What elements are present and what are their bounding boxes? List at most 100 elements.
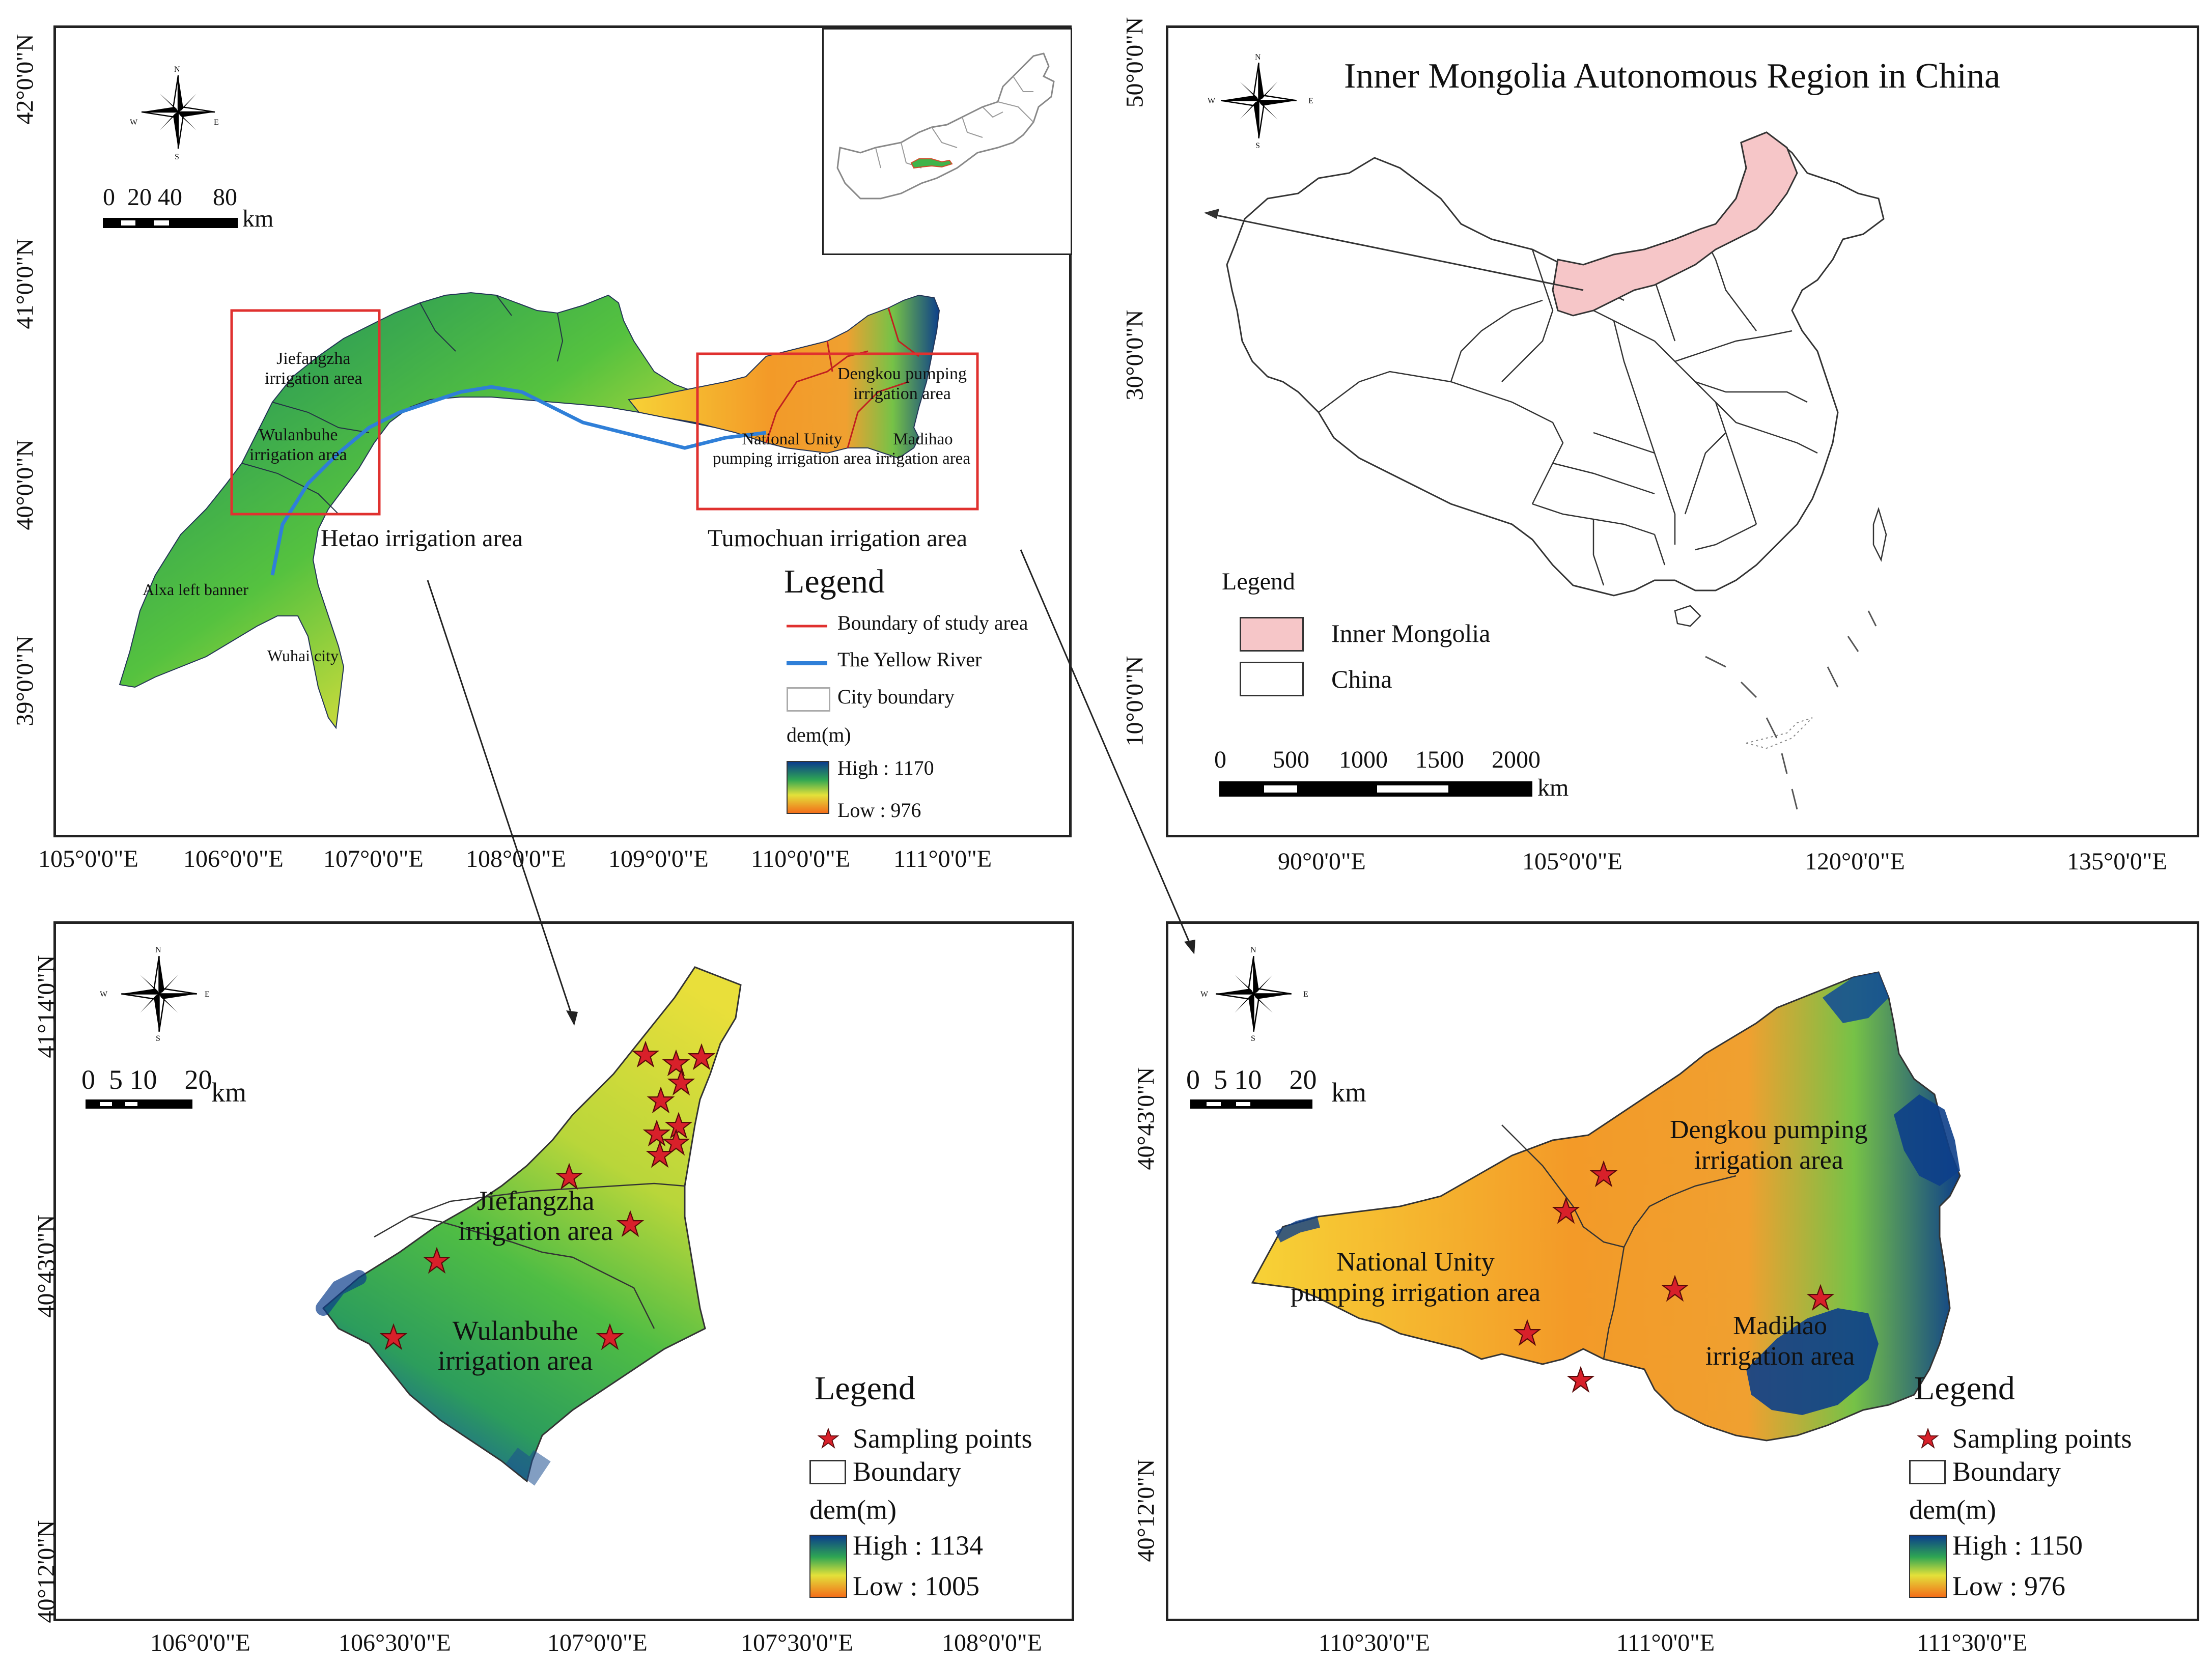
tl-compass-e: E bbox=[214, 118, 219, 127]
tr-x-tick-135: 135°0'0"E bbox=[2067, 848, 2167, 875]
tl-legend-city-swatch bbox=[787, 687, 830, 712]
tl-compass-n: N bbox=[174, 65, 180, 74]
tr-legend-title: Legend bbox=[1222, 568, 1295, 595]
tl-x-tick-107: 107°0'0"E bbox=[323, 845, 424, 872]
tr-scale-bar bbox=[1219, 781, 1532, 797]
tl-x-tick-109: 109°0'0"E bbox=[608, 845, 709, 872]
br-compass-w: W bbox=[1200, 990, 1209, 999]
tl-legend-boundary-swatch bbox=[787, 625, 827, 628]
tl-x-tick-108: 108°0'0"E bbox=[466, 845, 566, 872]
bl-x-tick-10730: 107°30'0"E bbox=[741, 1629, 853, 1656]
tl-label-madihao: Madihao irrigation area bbox=[876, 430, 970, 468]
br-legend-dem-ramp bbox=[1909, 1535, 1947, 1598]
arrow-head-tumochuan bbox=[1184, 940, 1195, 954]
tl-legend-high: High : 1170 bbox=[837, 756, 934, 779]
tl-x-tick-105: 105°0'0"E bbox=[38, 845, 138, 872]
tr-compass-s: S bbox=[1255, 142, 1260, 150]
br-scale-unit: km bbox=[1331, 1077, 1367, 1108]
bl-x-tick-1070: 107°0'0"E bbox=[547, 1629, 648, 1656]
tl-x-tick-106: 106°0'0"E bbox=[183, 845, 284, 872]
tr-scale-unit: km bbox=[1537, 774, 1569, 801]
tl-legend-river: The Yellow River bbox=[837, 648, 982, 671]
tl-label-national-unity: National Unity pumping irrigation area bbox=[713, 430, 872, 468]
br-x-tick-11030: 110°30'0"E bbox=[1319, 1629, 1430, 1656]
bl-legend-high: High : 1134 bbox=[853, 1530, 983, 1561]
bl-legend-boundary: Boundary bbox=[853, 1456, 961, 1487]
tl-scale-unit: km bbox=[242, 205, 274, 232]
bl-compass-n: N bbox=[155, 946, 161, 954]
bl-label-jiefangzha: Jiefangzha irrigation area bbox=[458, 1186, 613, 1247]
br-legend-sampling: Sampling points bbox=[1952, 1423, 2132, 1454]
tr-x-tick-90: 90°0'0"E bbox=[1278, 848, 1366, 875]
tr-scale-1500: 1500 bbox=[1415, 746, 1464, 773]
tl-legend-river-swatch bbox=[787, 661, 827, 665]
tr-china-map bbox=[1204, 131, 1887, 810]
tl-scale-bar bbox=[103, 218, 238, 228]
bl-label-wulanbuhe: Wulanbuhe irrigation area bbox=[438, 1315, 593, 1376]
tr-title: Inner Mongolia Autonomous Region in Chin… bbox=[1344, 57, 2001, 96]
tl-compass-s: S bbox=[175, 153, 179, 161]
br-map bbox=[1251, 971, 1961, 1442]
br-compass-n: N bbox=[1250, 946, 1256, 954]
tr-scale-1000: 1000 bbox=[1339, 746, 1388, 773]
tl-x-tick-110: 110°0'0"E bbox=[751, 845, 850, 872]
bl-legend-dem: dem(m) bbox=[809, 1494, 897, 1525]
tl-legend-low: Low : 976 bbox=[837, 799, 921, 822]
bl-legend-low: Low : 1005 bbox=[853, 1571, 979, 1601]
bl-legend-title: Legend bbox=[815, 1370, 915, 1407]
bl-compass-w: W bbox=[100, 990, 108, 999]
tl-label-wuhai: Wuhai city bbox=[267, 646, 339, 665]
tl-legend-title: Legend bbox=[784, 563, 885, 600]
bl-scale-numbers: 0 5 10 20 bbox=[81, 1064, 212, 1095]
br-x-tick-1110: 111°0'0"E bbox=[1616, 1629, 1715, 1656]
bl-legend-boundary-swatch bbox=[809, 1460, 846, 1484]
bl-compass-e: E bbox=[205, 990, 210, 999]
br-compass-e: E bbox=[1303, 990, 1308, 999]
tl-scale-numbers: 0 20 40 80 bbox=[103, 184, 237, 211]
bl-map bbox=[316, 966, 742, 1486]
br-legend-boundary: Boundary bbox=[1952, 1456, 2061, 1487]
tr-scale-500: 500 bbox=[1273, 746, 1309, 773]
tl-label-wulanbuhe: Wulanbuhe irrigation area bbox=[249, 426, 347, 465]
tl-inset-map bbox=[836, 52, 1055, 200]
tr-compass-e: E bbox=[1308, 97, 1313, 105]
tl-legend-dem-ramp bbox=[787, 761, 829, 814]
arrow-head-hetao bbox=[566, 1010, 578, 1026]
tr-compass-w: W bbox=[1208, 97, 1216, 105]
tr-legend-inner-mongolia-swatch bbox=[1240, 617, 1304, 652]
bl-scale-unit: km bbox=[211, 1077, 247, 1108]
br-legend-title: Legend bbox=[1914, 1370, 2015, 1407]
br-legend-boundary-swatch bbox=[1909, 1460, 1946, 1484]
br-label-national-unity: National Unity pumping irrigation area bbox=[1291, 1248, 1541, 1307]
br-compass-s: S bbox=[1251, 1034, 1255, 1043]
br-legend-low: Low : 976 bbox=[1952, 1571, 2065, 1601]
tl-x-tick-111: 111°0'0"E bbox=[893, 845, 992, 872]
br-label-madihao: Madihao irrigation area bbox=[1705, 1311, 1855, 1371]
bl-x-tick-1080: 108°0'0"E bbox=[942, 1629, 1042, 1656]
br-legend-high: High : 1150 bbox=[1952, 1530, 2083, 1561]
tl-label-alxa: Alxa left banner bbox=[143, 580, 248, 599]
bl-compass-s: S bbox=[156, 1034, 160, 1043]
tl-label-jiefangzha: Jiefangzha irrigation area bbox=[265, 349, 362, 388]
br-label-dengkou: Dengkou pumping irrigation area bbox=[1670, 1115, 1868, 1175]
tl-compass-w: W bbox=[130, 118, 138, 127]
tl-legend-city: City boundary bbox=[837, 685, 955, 708]
tl-study-area-map bbox=[119, 292, 979, 729]
br-scale-numbers: 0 5 10 20 bbox=[1186, 1064, 1317, 1095]
tr-x-tick-120: 120°0'0"E bbox=[1805, 848, 1905, 875]
bl-x-tick-1060: 106°0'0"E bbox=[150, 1629, 250, 1656]
tl-label-tumochuan: Tumochuan irrigation area bbox=[708, 525, 968, 552]
bl-scale-bar bbox=[86, 1099, 192, 1109]
bl-legend-dem-ramp bbox=[809, 1535, 847, 1598]
tl-legend-dem: dem(m) bbox=[787, 723, 851, 746]
br-scale-bar bbox=[1190, 1099, 1312, 1109]
tl-label-dengkou: Dengkou pumping irrigation area bbox=[837, 364, 967, 404]
tr-compass-n: N bbox=[1255, 53, 1261, 62]
br-legend-dem: dem(m) bbox=[1909, 1494, 1996, 1525]
tr-scale-0: 0 bbox=[1214, 746, 1226, 773]
br-x-tick-11130: 111°30'0"E bbox=[1917, 1629, 2028, 1656]
tr-legend-china: China bbox=[1331, 665, 1392, 693]
tr-legend-inner-mongolia: Inner Mongolia bbox=[1331, 619, 1491, 647]
bl-legend-sampling: Sampling points bbox=[853, 1423, 1032, 1454]
